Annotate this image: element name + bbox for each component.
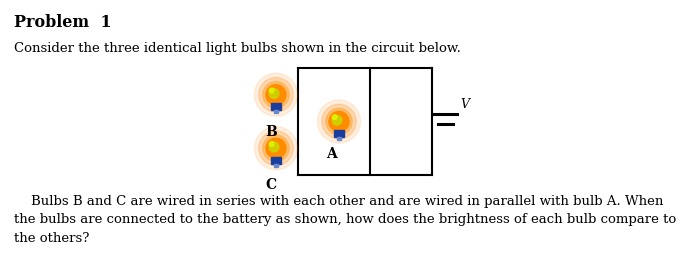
Circle shape (254, 127, 298, 170)
Text: Bulbs B and C are wired in series with each other and are wired in parallel with: Bulbs B and C are wired in series with e… (14, 195, 676, 245)
Circle shape (329, 112, 349, 132)
Bar (272, 103, 281, 110)
Circle shape (259, 78, 293, 112)
Circle shape (317, 100, 360, 143)
Circle shape (266, 85, 286, 105)
Text: Problem  1: Problem 1 (14, 14, 111, 31)
Bar (272, 157, 281, 164)
Circle shape (254, 73, 298, 116)
Circle shape (322, 104, 356, 139)
Circle shape (332, 115, 337, 120)
Bar (274, 164, 279, 167)
Circle shape (332, 116, 342, 125)
Circle shape (259, 131, 293, 166)
Bar (335, 130, 344, 137)
Circle shape (326, 108, 352, 135)
Text: V: V (460, 98, 469, 112)
Circle shape (270, 88, 274, 93)
Circle shape (270, 141, 274, 146)
Circle shape (262, 135, 289, 162)
Text: A: A (326, 147, 337, 162)
Circle shape (266, 138, 286, 158)
Bar (337, 137, 342, 140)
Text: B: B (265, 125, 277, 139)
Circle shape (262, 82, 289, 108)
Circle shape (270, 142, 279, 152)
Text: C: C (265, 178, 276, 192)
Text: Consider the three identical light bulbs shown in the circuit below.: Consider the three identical light bulbs… (14, 42, 461, 55)
Bar (274, 110, 279, 113)
Circle shape (270, 89, 279, 98)
